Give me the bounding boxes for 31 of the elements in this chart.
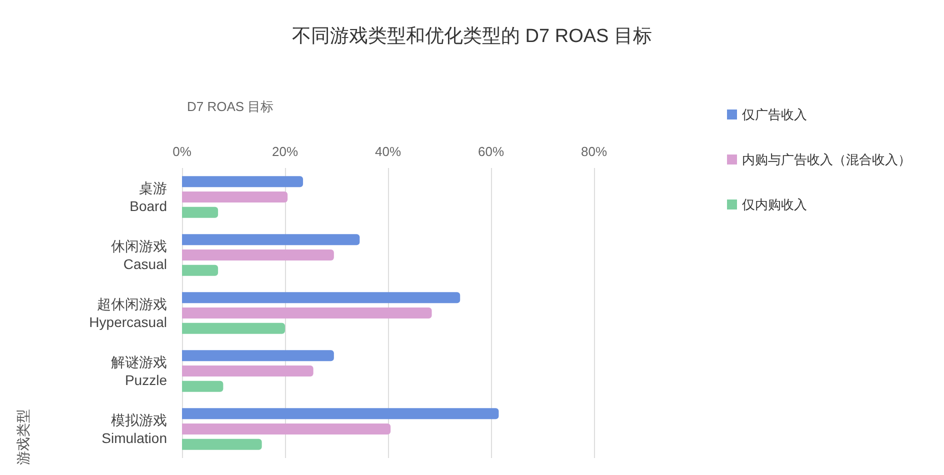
- bar: [182, 292, 460, 304]
- legend-label: 内购与广告收入（混合收入）: [742, 152, 911, 167]
- bar: [182, 264, 218, 276]
- x-tick-label: 0%: [172, 144, 192, 159]
- chart-title: 不同游戏类型和优化类型的 D7 ROAS 目标: [292, 26, 652, 47]
- y-axis-title: 游戏类型: [15, 409, 31, 465]
- x-tick-label: 60%: [478, 144, 504, 159]
- bar: [182, 250, 334, 260]
- legend-label: 仅广告收入: [742, 107, 807, 122]
- x-tick-label: 80%: [580, 144, 608, 159]
- bar: [182, 366, 314, 376]
- y-tick-label: 解谜游戏 Puzzle: [111, 354, 168, 388]
- legend-label: 仅内购收入: [742, 197, 807, 212]
- y-tick-label: 休闲游戏 Casual: [111, 238, 167, 272]
- bar: [182, 192, 288, 202]
- y-tick-label: 超休闲游戏 Hypercasual: [89, 296, 167, 330]
- bar: [182, 308, 432, 318]
- bar: [182, 438, 262, 450]
- x-axis-title: D7 ROAS 目标: [187, 99, 274, 114]
- bar: [182, 424, 391, 434]
- bar: [182, 380, 224, 392]
- bar: [182, 176, 304, 188]
- y-tick-label: 桌游 Board: [130, 180, 167, 214]
- bar: [182, 206, 218, 218]
- bar: [182, 322, 285, 334]
- bar: [182, 350, 334, 362]
- bar: [182, 234, 360, 246]
- x-tick-label: 40%: [374, 144, 402, 159]
- bar: [182, 408, 499, 420]
- y-tick-label: 模拟游戏 Simulation: [102, 412, 167, 446]
- x-tick-label: 20%: [272, 144, 298, 159]
